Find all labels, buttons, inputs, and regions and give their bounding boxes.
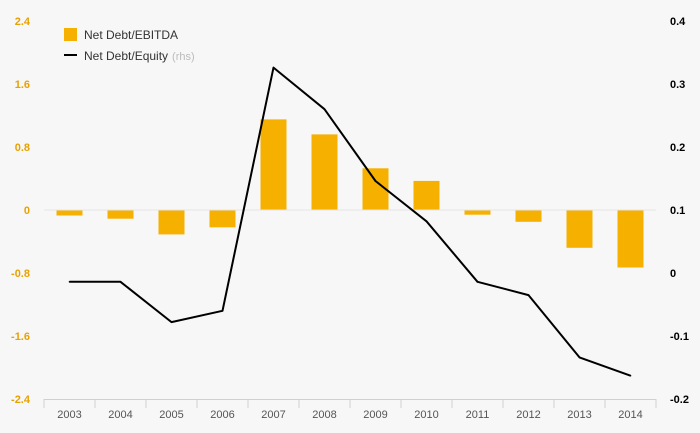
bar-2013 [566,210,593,248]
bar-2011 [464,210,491,215]
legend-line-text: Net Debt/Equity (rhs) [84,49,195,63]
left-tick-label: 0 [24,205,30,217]
x-tick-label: 2013 [567,409,591,421]
x-tick-label: 2005 [159,409,183,421]
bar-2005 [158,210,185,235]
x-tick-label: 2008 [312,409,336,421]
net-debt-equity-line [69,66,631,377]
legend-bar-swatch [64,28,77,41]
line-point-2010 [425,220,428,223]
right-tick-label: -0.1 [670,331,689,343]
left-axis: 2.4 1.6 0.8 0 -0.8 -1.6 -2.4 [11,16,31,406]
left-tick-label: 2.4 [15,16,31,28]
line-point-2014 [629,374,632,377]
x-axis: 2003 2004 2005 2006 2007 2008 2009 2010 2011 2012… [43,399,657,421]
bar-2007 [260,119,287,210]
line-point-2004 [119,281,122,283]
legend: Net Debt/EBITDA Net Debt/Equity (rhs) [64,28,195,63]
bar-2014 [617,210,644,268]
x-tick-label: 2003 [57,409,81,421]
bar-2003 [56,210,83,216]
line-point-2012 [527,294,530,296]
left-tick-label: -0.8 [11,268,30,280]
line-point-2013 [578,356,581,359]
right-tick-label: 0.2 [670,142,685,154]
right-axis: 0.4 0.3 0.2 0.1 0 -0.1 -0.2 [670,16,689,406]
x-tick-label: 2014 [618,409,642,421]
bar-2010 [413,180,440,210]
legend-bar-label: Net Debt/EBITDA [84,28,178,42]
line-point-2009 [374,180,377,182]
bar-2012 [515,210,542,222]
right-tick-label: 0.1 [670,205,685,217]
x-tick-label: 2007 [261,409,285,421]
left-tick-label: 1.6 [15,79,30,91]
line-point-2006 [221,310,224,312]
right-tick-label: 0.4 [670,16,686,28]
line-layer [68,66,632,377]
line-point-2007 [272,66,275,69]
line-point-2005 [170,321,173,323]
line-point-2008 [323,108,326,110]
line-point-2003 [68,281,71,283]
bar-2004 [107,210,134,219]
right-tick-label: 0 [670,268,676,280]
x-tick-label: 2012 [516,409,540,421]
x-tick-label: 2006 [210,409,234,421]
left-tick-label: -2.4 [11,394,31,406]
right-tick-label: 0.3 [670,79,685,91]
line-point-2011 [476,281,479,283]
legend-line-suffix: (rhs) [172,51,195,63]
right-tick-label: -0.2 [670,394,689,406]
x-tick-label: 2010 [414,409,438,421]
bar-2009 [362,168,389,210]
bar-2008 [311,134,338,210]
x-tick-label: 2009 [363,409,387,421]
bars-layer [56,119,644,268]
x-tick-label: 2004 [108,409,132,421]
legend-line-label: Net Debt/Equity [84,49,168,63]
x-tick-label: 2011 [466,409,490,421]
left-tick-label: -1.6 [11,331,30,343]
bar-2006 [209,210,236,228]
left-tick-label: 0.8 [15,142,30,154]
